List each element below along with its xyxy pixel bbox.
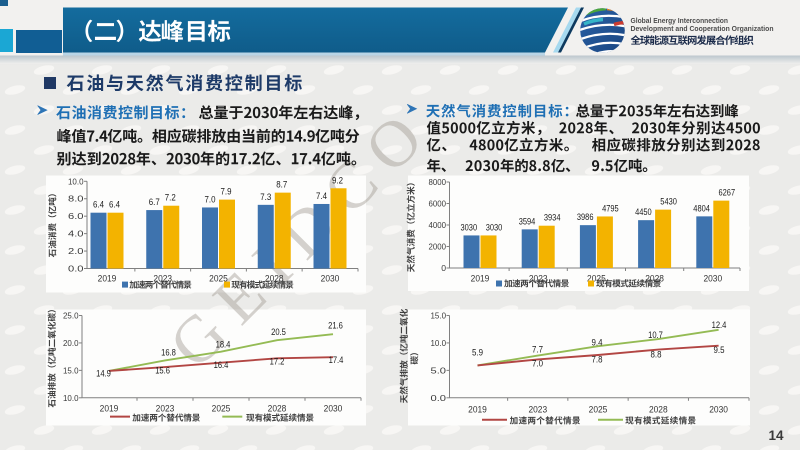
svg-text:6.7: 6.7 — [149, 196, 160, 207]
svg-text:2019: 2019 — [471, 274, 490, 285]
svg-text:7.2: 7.2 — [165, 192, 176, 203]
svg-text:8.8: 8.8 — [651, 349, 662, 360]
svg-text:15.0: 15.0 — [431, 311, 447, 321]
svg-text:0.0: 0.0 — [68, 264, 84, 274]
svg-text:4000: 4000 — [429, 220, 447, 230]
svg-text:3594: 3594 — [519, 216, 536, 226]
svg-text:3030: 3030 — [486, 222, 503, 232]
svg-text:6.4: 6.4 — [93, 199, 104, 210]
svg-text:2025: 2025 — [587, 274, 606, 285]
svg-text:2023: 2023 — [529, 274, 548, 285]
svg-text:10.0: 10.0 — [68, 176, 84, 186]
svg-text:5.0: 5.0 — [431, 365, 447, 375]
svg-text:2028: 2028 — [265, 274, 284, 285]
svg-text:2019: 2019 — [468, 405, 487, 416]
svg-text:2030: 2030 — [324, 404, 343, 415]
svg-text:8.7: 8.7 — [276, 179, 287, 190]
svg-text:2019: 2019 — [100, 404, 119, 415]
svg-text:7.4: 7.4 — [316, 190, 327, 201]
svg-text:2025: 2025 — [212, 404, 231, 415]
svg-text:3030: 3030 — [461, 222, 478, 232]
svg-text:16.8: 16.8 — [161, 347, 176, 358]
svg-text:3934: 3934 — [544, 213, 561, 223]
svg-text:0: 0 — [441, 263, 446, 273]
svg-text:2023: 2023 — [153, 274, 172, 285]
svg-text:20.0: 20.0 — [63, 338, 79, 348]
svg-text:9.2: 9.2 — [332, 174, 343, 185]
svg-text:2023: 2023 — [156, 404, 175, 415]
svg-text:17.2: 17.2 — [270, 356, 285, 367]
svg-text:15.0: 15.0 — [63, 365, 79, 375]
svg-text:2025: 2025 — [589, 405, 608, 416]
svg-text:16.4: 16.4 — [214, 359, 229, 370]
svg-text:7.3: 7.3 — [260, 191, 271, 202]
svg-text:10.7: 10.7 — [648, 329, 663, 340]
svg-text:8000: 8000 — [429, 177, 447, 187]
svg-text:2030: 2030 — [321, 274, 340, 285]
svg-text:0.0: 0.0 — [431, 393, 447, 403]
svg-text:4795: 4795 — [602, 203, 619, 213]
svg-text:8.0: 8.0 — [68, 194, 84, 204]
svg-text:12.4: 12.4 — [712, 319, 727, 330]
svg-text:15.6: 15.6 — [155, 364, 170, 375]
svg-text:Global Energy Interconnection: Global Energy Interconnection — [631, 16, 729, 25]
svg-text:2028: 2028 — [268, 404, 287, 415]
svg-text:2.0: 2.0 — [68, 246, 84, 256]
svg-text:2028: 2028 — [649, 405, 668, 416]
svg-text:5430: 5430 — [660, 197, 677, 207]
svg-text:2030: 2030 — [709, 405, 728, 416]
svg-text:7.8: 7.8 — [592, 354, 603, 365]
svg-text:4450: 4450 — [635, 207, 652, 217]
svg-text:7.0: 7.0 — [532, 358, 543, 369]
svg-text:2030: 2030 — [703, 274, 722, 285]
svg-text:6267: 6267 — [719, 188, 736, 198]
svg-text:7.7: 7.7 — [532, 344, 543, 355]
svg-text:3986: 3986 — [577, 212, 594, 222]
svg-text:10.0: 10.0 — [431, 338, 447, 348]
svg-text:5.9: 5.9 — [472, 347, 483, 358]
svg-text:6000: 6000 — [429, 199, 447, 209]
svg-text:2023: 2023 — [528, 405, 547, 416]
svg-text:10.0: 10.0 — [63, 393, 79, 403]
svg-text:7.9: 7.9 — [221, 186, 232, 197]
svg-text:20.5: 20.5 — [271, 326, 286, 337]
svg-text:9.4: 9.4 — [592, 336, 603, 347]
svg-text:4.0: 4.0 — [68, 229, 84, 239]
svg-text:4804: 4804 — [693, 203, 710, 213]
svg-text:6.0: 6.0 — [68, 211, 84, 221]
svg-text:9.5: 9.5 — [714, 344, 725, 355]
svg-text:Development and Cooperation Or: Development and Cooperation Organization — [631, 24, 774, 33]
svg-text:25.0: 25.0 — [63, 311, 79, 321]
svg-text:2000: 2000 — [429, 242, 447, 252]
svg-text:14.9: 14.9 — [96, 367, 111, 378]
svg-text:7.0: 7.0 — [205, 193, 216, 204]
svg-text:21.6: 21.6 — [328, 320, 343, 331]
svg-text:2025: 2025 — [209, 274, 228, 285]
svg-text:2028: 2028 — [645, 274, 664, 285]
svg-text:6.4: 6.4 — [109, 199, 120, 210]
svg-text:2019: 2019 — [98, 274, 117, 285]
svg-text:18.4: 18.4 — [216, 339, 231, 350]
svg-text:17.4: 17.4 — [329, 354, 344, 365]
svg-text:14: 14 — [768, 428, 784, 443]
